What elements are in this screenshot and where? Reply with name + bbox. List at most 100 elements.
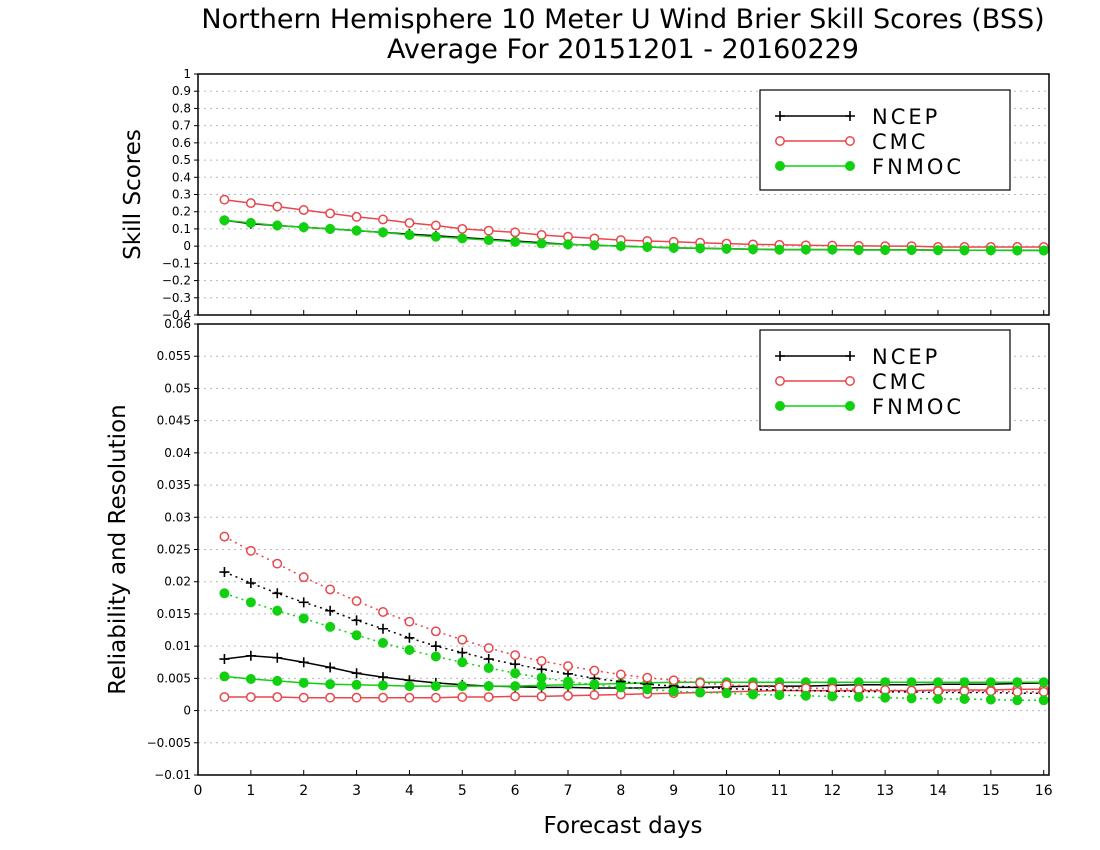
- plot-frame: [197, 323, 1050, 776]
- data-point: [483, 692, 494, 702]
- data-point: [880, 244, 891, 255]
- legend-marker: [775, 161, 785, 171]
- data-point: [325, 662, 336, 673]
- data-point: [721, 688, 732, 699]
- data-point: [378, 623, 388, 634]
- data-point: [298, 657, 309, 668]
- data-point: [404, 692, 415, 703]
- y-tick-label: 0.7: [172, 119, 191, 133]
- plot-frame: [197, 73, 1050, 316]
- data-point: [668, 675, 679, 686]
- data-point: [642, 672, 653, 683]
- data-point: [510, 650, 521, 661]
- data-point: [483, 654, 494, 665]
- data-point: [351, 225, 362, 236]
- y-tick-label: 0.05: [164, 381, 191, 395]
- y-tick-label: −0.005: [147, 736, 191, 750]
- y-tick-label: 0.03: [164, 510, 191, 524]
- series-cmc-dotted: [219, 531, 1049, 697]
- legend-marker: [845, 401, 855, 411]
- data-point: [404, 681, 415, 692]
- data-point: [985, 686, 996, 697]
- legend-marker: [845, 376, 855, 386]
- legend-box: [759, 89, 1011, 191]
- data-point: [298, 572, 309, 583]
- y-tick-label: 0.02: [164, 575, 191, 589]
- y-tick-label: 0.005: [157, 671, 191, 685]
- y-tick-label: 0.01: [164, 639, 191, 653]
- data-point: [1012, 686, 1023, 697]
- data-point: [748, 689, 758, 700]
- data-point: [880, 692, 891, 703]
- data-point: [219, 215, 230, 226]
- y-tick-label: 0.9: [172, 84, 191, 98]
- data-point: [721, 679, 732, 690]
- data-point: [933, 245, 943, 256]
- y-tick-label: −0.1: [162, 256, 191, 270]
- data-point: [510, 236, 521, 247]
- data-point: [351, 679, 362, 690]
- x-tick-label: 13: [876, 783, 894, 799]
- series-line: [224, 688, 1044, 699]
- legend-marker: [845, 351, 855, 361]
- y-tick-label: 0: [183, 239, 191, 253]
- data-point: [378, 692, 388, 703]
- data-point: [457, 647, 468, 658]
- data-point: [695, 677, 706, 688]
- data-point: [615, 669, 626, 680]
- data-point: [1038, 695, 1049, 706]
- y-axis-label: Reliability and Resolution: [105, 404, 131, 694]
- legend-label: CMC: [872, 130, 928, 154]
- data-point: [430, 651, 441, 662]
- legend-label: NCEP: [872, 345, 940, 369]
- series-fnmoc-solid: [219, 215, 1049, 256]
- data-point: [985, 694, 996, 705]
- legend-marker: [775, 401, 785, 411]
- data-point: [430, 231, 441, 242]
- data-point: [457, 223, 468, 234]
- data-point: [457, 634, 468, 645]
- data-point: [325, 692, 336, 703]
- data-point: [563, 690, 573, 701]
- panel-skill: −0.4 −0.3 −0.2 −0.1 0 0.1 0.2 0.3 0.4 0.5 0.6 0.7 0.…: [120, 67, 1050, 322]
- y-tick-label: −0.01: [154, 768, 191, 782]
- data-point: [378, 227, 388, 238]
- data-point: [510, 691, 521, 702]
- data-point: [430, 626, 441, 637]
- data-point: [325, 208, 336, 219]
- data-point: [1012, 677, 1023, 688]
- data-point: [1038, 245, 1049, 256]
- data-point: [245, 650, 256, 661]
- data-point: [774, 690, 785, 701]
- legend-marker: [775, 136, 785, 146]
- data-point: [906, 677, 917, 688]
- data-point: [378, 672, 388, 683]
- data-point: [351, 692, 362, 703]
- y-tick-label: 0.1: [172, 222, 191, 236]
- legend-box: [759, 329, 1011, 431]
- y-tick-label: −0.2: [162, 274, 191, 288]
- data-point: [351, 596, 362, 606]
- x-tick-label: 6: [511, 783, 520, 799]
- legend-label: NCEP: [872, 105, 940, 129]
- data-point: [457, 657, 468, 668]
- x-tick-label: 10: [718, 783, 736, 799]
- x-tick-label: 1: [246, 783, 255, 799]
- y-tick-label: 0.5: [172, 153, 191, 167]
- data-point: [351, 615, 362, 626]
- y-tick-label: 0.055: [157, 349, 191, 363]
- x-tick-label: 8: [616, 783, 625, 799]
- data-point: [245, 545, 256, 556]
- data-point: [510, 227, 521, 238]
- data-point: [272, 652, 283, 663]
- legend-marker: [775, 351, 785, 361]
- data-point: [483, 225, 494, 236]
- y-tick-label: 0.035: [157, 478, 191, 492]
- chart-title: Northern Hemisphere 10 Meter U Wind Brie…: [201, 4, 1044, 35]
- data-point: [404, 217, 415, 228]
- y-tick-label: −0.4: [162, 308, 191, 322]
- data-point: [510, 681, 521, 692]
- y-tick-label: 0.045: [157, 414, 191, 428]
- data-point: [536, 238, 547, 249]
- data-point: [959, 693, 970, 704]
